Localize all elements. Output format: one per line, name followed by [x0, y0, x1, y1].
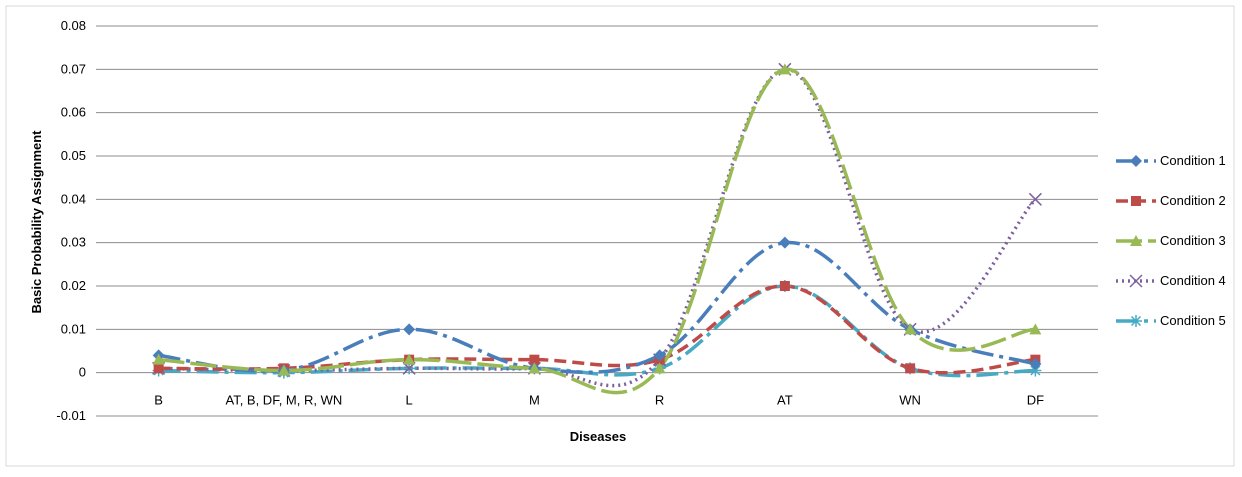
data-point-condition-3: [904, 323, 917, 335]
series-line-condition-2: [158, 284, 1036, 375]
y-tick-label: 0.06: [61, 105, 86, 120]
x-category-label: DF: [1027, 393, 1044, 408]
data-point-condition-1: [403, 323, 416, 336]
x-category-label: B: [154, 393, 163, 408]
y-tick-label: 0.08: [61, 18, 86, 33]
data-point-condition-2: [779, 281, 790, 291]
legend-swatch-marker: [1131, 196, 1141, 206]
y-tick-label: 0.01: [61, 321, 86, 336]
legend-label: Condition 5: [1160, 313, 1226, 328]
y-axis-title: Basic Probability Assignment: [29, 130, 44, 314]
data-point-condition-5: [1029, 364, 1042, 377]
x-category-label: AT: [777, 393, 793, 408]
series-markers: [152, 62, 1042, 379]
y-tick-label: 0.04: [61, 191, 86, 206]
series-line-condition-1: [158, 240, 1036, 375]
y-tick-label: 0.05: [61, 148, 86, 163]
legend-item-condition-5: Condition 5: [1116, 313, 1226, 328]
legend-swatch-marker: [1129, 274, 1143, 288]
y-tick-label: 0.07: [61, 61, 86, 76]
legend-label: Condition 3: [1160, 233, 1226, 248]
chart-area-border: [5, 5, 1235, 467]
data-point-condition-3: [528, 362, 541, 374]
legend-item-condition-3: Condition 3: [1116, 233, 1226, 248]
data-point-condition-3: [403, 353, 416, 365]
data-point-condition-3: [1029, 323, 1042, 335]
legend-label: Condition 1: [1160, 153, 1226, 168]
data-point-condition-1: [778, 236, 791, 249]
legend-label: Condition 2: [1160, 193, 1226, 208]
data-point-condition-4: [1028, 192, 1042, 206]
legend: Condition 1 Condition 2 Condition 3 Conditi…: [1116, 153, 1226, 328]
y-axis-tick-labels: -0.01 0 0.01 0.02 0.03 0.04 0.05 0.06 0.07 0.08: [56, 18, 86, 423]
x-category-label: AT, B, DF, M, R, WN: [225, 393, 342, 408]
data-point-condition-2: [905, 363, 916, 374]
legend-item-condition-2: Condition 2: [1116, 193, 1226, 208]
data-point-condition-1: [653, 349, 666, 362]
legend-swatch-marker: [1130, 235, 1142, 246]
x-category-label: M: [529, 393, 540, 408]
data-point-condition-3: [778, 63, 791, 75]
data-point-condition-3: [277, 364, 290, 376]
x-category-label: R: [655, 393, 664, 408]
legend-item-condition-4: Condition 4: [1116, 273, 1226, 288]
y-tick-label: -0.01: [56, 408, 86, 423]
legend-item-condition-1: Condition 1: [1116, 153, 1226, 168]
data-point-condition-3: [653, 362, 666, 374]
legend-label: Condition 4: [1160, 273, 1226, 288]
x-category-label: L: [406, 393, 413, 408]
y-tick-label: 0.03: [61, 235, 86, 250]
data-point-condition-2: [529, 354, 540, 365]
data-point-condition-2: [153, 363, 164, 374]
data-point-condition-3: [152, 353, 165, 365]
legend-swatch-marker: [1130, 315, 1142, 327]
y-tick-label: 0: [79, 365, 86, 380]
x-category-label: WN: [899, 393, 921, 408]
x-axis-title: Diseases: [570, 429, 626, 444]
x-axis-category-labels: B AT, B, DF, M, R, WN L M R AT WN DF: [154, 393, 1044, 408]
data-point-condition-1: [1029, 358, 1042, 370]
legend-swatch-marker: [1130, 155, 1142, 167]
y-tick-label: 0.02: [61, 278, 86, 293]
